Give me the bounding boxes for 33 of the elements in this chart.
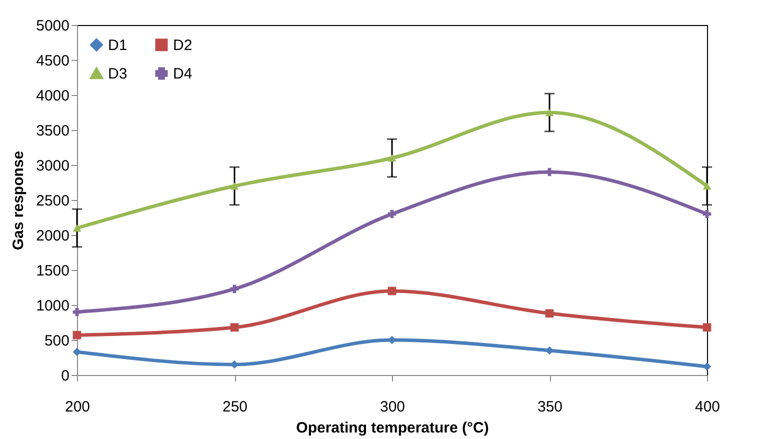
- point: [388, 286, 396, 296]
- y-tick-label: 1500: [36, 262, 70, 280]
- point: [230, 182, 239, 190]
- point: [72, 330, 82, 340]
- y-tick-label: 3000: [36, 158, 70, 174]
- point: [702, 323, 712, 332]
- y-tick-label: 2000: [36, 228, 70, 244]
- legend-label: D3: [108, 66, 128, 82]
- legend-label: D2: [173, 36, 192, 54]
- point: [545, 108, 554, 116]
- point: [230, 323, 239, 332]
- legend-label: D4: [173, 66, 192, 82]
- point: [545, 309, 554, 318]
- x-tick-label: 250: [222, 398, 248, 416]
- point: [72, 224, 82, 232]
- y-tick-label: 0: [61, 368, 70, 384]
- x-tick-label: 350: [537, 398, 563, 416]
- y-axis-title: Gas response: [10, 150, 28, 250]
- x-tick-label: 200: [64, 398, 90, 416]
- legend-label: D1: [108, 36, 128, 54]
- x-tick-label: 300: [380, 398, 406, 416]
- y-tick-label: 4000: [36, 88, 70, 104]
- point: [388, 154, 396, 162]
- y-tick-label: 500: [44, 332, 70, 350]
- y-tick-label: 5000: [36, 18, 70, 34]
- y-tick-label: 3500: [36, 122, 70, 140]
- x-tick-label: 400: [694, 398, 720, 416]
- y-tick-label: 1000: [36, 298, 70, 314]
- point: [702, 182, 712, 190]
- x-axis-title: Operating temperature (°C): [296, 420, 489, 436]
- y-tick-label: 4500: [36, 52, 70, 70]
- y-tick-label: 2500: [36, 192, 70, 210]
- point: [230, 284, 239, 294]
